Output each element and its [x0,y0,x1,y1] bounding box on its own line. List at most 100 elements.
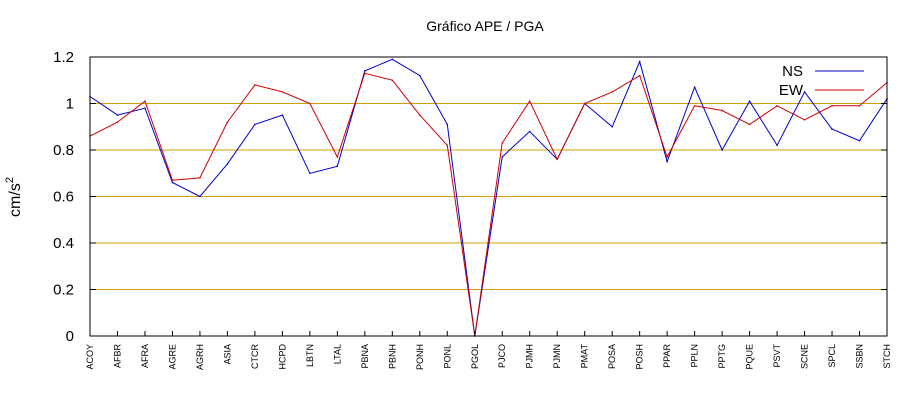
data-point-ns [666,160,668,163]
data-point-ew [748,123,751,126]
x-tick-label: PBNA [360,344,370,369]
data-point-ns [803,91,806,93]
x-tick-label: PGOL [470,344,480,369]
data-point-ew [391,79,394,82]
legend-label: NS [782,63,803,80]
data-point-ns [144,107,146,109]
data-point-ew [776,105,778,107]
x-tick-label: SPCL [827,344,837,368]
legend-label: EW [779,82,804,99]
data-point-ns [611,125,613,128]
grid-lines [90,103,887,290]
x-tick-label: PSVT [772,344,782,368]
y-tick-label: 0.4 [53,235,74,252]
data-point-ns [831,128,833,130]
y-tick-label: 0.6 [53,189,74,206]
data-point-ew [418,114,421,116]
data-point-ns [721,149,723,151]
series-lines [89,58,888,337]
data-point-ns [418,74,421,77]
data-point-ew [254,84,256,86]
data-point-ew [336,156,339,158]
x-tick-label: SCNE [800,344,810,369]
x-tick-label: CTCR [250,344,260,369]
x-tick-label: POSA [607,344,617,369]
x-tick-label: ACOY [85,344,95,370]
x-tick-label: PQUE [745,344,755,370]
x-tick-label: AFBR [112,344,122,369]
data-point-ew [226,121,229,123]
data-point-ew [556,158,559,161]
data-point-ew [638,74,641,77]
y-axis-label: cm/s2 [4,177,24,217]
data-point-ew [583,102,586,105]
data-point-ns [309,172,311,175]
data-point-ew [116,121,119,123]
data-point-ew [309,102,311,105]
x-tick-label: PJCO [497,344,507,368]
x-tick-label: ASIA [222,344,232,365]
x-tick-label: AGRE [167,344,177,370]
data-point-ns [446,123,449,126]
x-tick-label: PPAR [662,344,672,368]
data-point-ew [528,100,531,102]
data-point-ns [858,139,861,142]
x-tick-label: PPLN [690,344,700,368]
y-axis-label-exponent: 2 [4,177,16,183]
data-point-ew [721,109,723,112]
data-point-ew [803,118,806,121]
data-point-ew [858,105,861,107]
data-point-ns [638,60,641,63]
x-tick-label: AGRH [195,344,205,370]
data-point-ns [501,156,504,158]
series-line-ns [89,58,888,337]
y-tick-label: 0.2 [53,282,74,299]
y-axis-label-text: cm/s [7,183,24,217]
chart-title: Gráfico APE / PGA [426,18,544,34]
x-tick-labels: ACOY AFBR AFRA AGRE AGRH ASIA CTCR HCPD LBTN LTAL… [85,331,892,370]
data-point-ns [226,163,229,165]
data-point-ns [364,70,366,72]
x-tick-label: PPTG [717,344,727,369]
x-tick-label: SSBN [855,344,865,369]
data-point-ns [254,123,256,126]
data-point-ew [611,91,613,93]
data-point-ew [281,91,284,93]
x-tick-label: HCPD [277,344,287,370]
data-point-ew [171,179,174,182]
data-point-ns [199,195,201,198]
data-point-ew [666,156,668,158]
data-point-ew [693,105,696,107]
data-point-ew [831,105,833,107]
y-tick-label: 0 [66,328,74,345]
x-tick-label: PBNH [387,344,397,369]
data-point-ns [528,130,531,133]
x-tick-label: LTAL [332,344,342,364]
data-point-ew [144,100,146,102]
legend: NS EW [779,63,864,99]
data-point-ns [171,181,174,184]
x-tick-label: PMAT [580,344,590,369]
x-tick-label: LBTN [305,344,315,367]
data-point-ew [446,144,449,147]
x-tick-label: PJMN [552,344,562,369]
y-tick-label: 0.8 [53,142,74,159]
y-tick-label: 1 [66,96,74,113]
data-point-ns [748,100,751,102]
data-point-ns [336,165,339,168]
x-tick-label: PONH [415,344,425,370]
y-tick-label: 1.2 [53,49,74,66]
data-point-ew [364,72,366,75]
data-point-ns [391,58,394,61]
data-point-ns [776,144,778,147]
data-point-ns [693,86,696,89]
x-tick-label: AFRA [140,344,150,368]
x-tick-label: POSH [635,344,645,370]
x-tick-label: PJMH [525,344,535,369]
data-point-ew [501,142,504,144]
y-tick-labels: 0 0.2 0.4 0.6 0.8 1 1.2 [53,49,887,345]
x-tick-label: STCH [882,344,892,369]
series-line-ew [89,72,888,337]
data-point-ew [199,177,201,179]
